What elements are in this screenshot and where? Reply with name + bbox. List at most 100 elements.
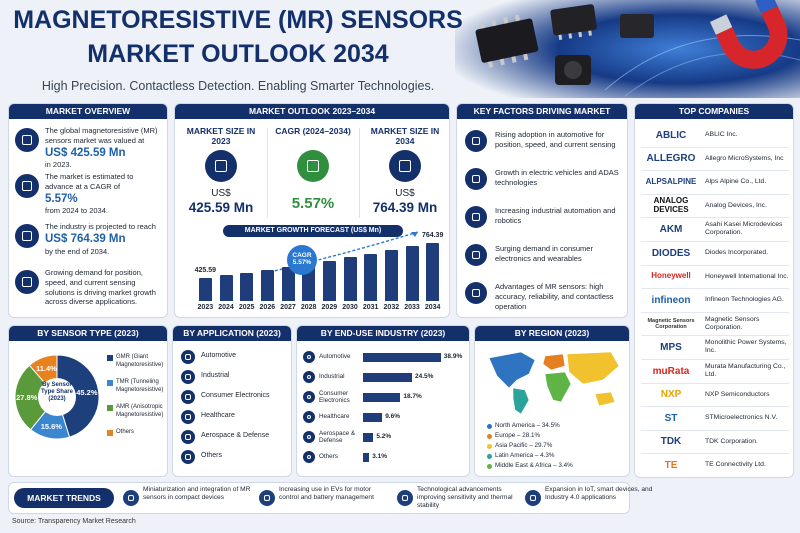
- bar: [363, 413, 383, 422]
- panel-title: KEY FACTORS DRIVING MARKET GROWTH: [457, 104, 627, 131]
- icon: [181, 430, 195, 444]
- company-name: ABLIC Inc.: [705, 130, 738, 138]
- x-tick-label: 2025: [238, 304, 255, 311]
- world-map: [488, 351, 620, 415]
- application-label: Consumer Electronics: [201, 392, 270, 399]
- stat-value: 425.59 Mn: [188, 200, 254, 215]
- bar: [384, 250, 398, 301]
- company-name: Murata Manufacturing Co., Ltd.: [705, 362, 786, 378]
- market-outlook: MARKET OUTLOOK 2023–2034 MARKET SIZE IN 2…: [174, 103, 450, 318]
- stat-currency: US$: [211, 188, 231, 199]
- arrow-head: [411, 232, 418, 237]
- company-logo: AKM: [659, 223, 683, 235]
- trends-title: MARKET TRENDS: [14, 488, 114, 508]
- x-tick-label: 2027: [280, 304, 296, 311]
- divider: [359, 128, 360, 218]
- bar: [281, 267, 295, 301]
- application-label: Others: [201, 452, 223, 459]
- map-region: [544, 371, 572, 403]
- company-logo: MPS: [660, 341, 682, 353]
- x-tick-label: 2030: [342, 304, 358, 311]
- icon: [303, 351, 315, 363]
- value-label: 38.9%: [443, 353, 463, 360]
- cagr-bubble: CAGR 5.57%: [287, 245, 317, 275]
- company-name: Analog Devices, Inc.: [705, 201, 767, 209]
- by-region: BY REGION (2023) North America – 34.5% Eur…: [474, 325, 630, 477]
- overview-text: Growing demand for position, speed, and …: [45, 268, 156, 307]
- icon: [303, 431, 315, 443]
- stat-value: 764.39 Mn: [372, 200, 438, 215]
- icon: [15, 270, 39, 294]
- market-trends: MARKET TRENDS Miniaturization and integra…: [8, 482, 652, 514]
- category-label: Others: [319, 453, 338, 461]
- application-label: Industrial: [201, 372, 230, 379]
- key-factors: KEY FACTORS DRIVING MARKET GROWTH Rising …: [456, 103, 628, 318]
- panel-title: MARKET OVERVIEW: [9, 104, 167, 119]
- overview-text: The global magnetoresistive (MR) sensors…: [45, 126, 158, 145]
- cagr-value: 5.57%: [292, 259, 312, 266]
- company-name: Monolithic Power Systems, Inc.: [705, 339, 787, 355]
- overview-suffix: in 2023.: [45, 160, 72, 170]
- icon: [15, 174, 39, 198]
- category-label: Automotive: [319, 353, 351, 361]
- x-tick-label: 2024: [218, 304, 234, 311]
- company-name: Magnetic Sensors Corporation.: [705, 315, 760, 331]
- icon: [181, 390, 195, 404]
- legend-dot: [487, 453, 492, 459]
- sensor-type: BY SENSOR TYPE (2023) 45.2% 15.6% 27.8% 11.4…: [8, 325, 168, 477]
- company-logo: NXP: [660, 389, 682, 401]
- overview-highlight: US$ 764.39 Mn: [45, 232, 126, 245]
- header-image: [455, 0, 800, 98]
- value-label: 18.7%: [403, 393, 422, 400]
- map-region: [566, 351, 620, 385]
- overview-highlight: 5.57%: [45, 192, 78, 205]
- company-logo: ABLIC: [655, 129, 687, 141]
- company-name: Honeywell International Inc.: [705, 272, 789, 280]
- company-logo: ALPSALPINE: [645, 176, 697, 186]
- value-label: 24.5%: [415, 373, 434, 380]
- company-name: Asahi Kasei Microdevices Corporation.: [705, 221, 783, 237]
- trend-text: Increasing use in EVs for motor control …: [279, 486, 374, 502]
- overview-item: The global magnetoresistive (MR) sensors…: [45, 126, 163, 170]
- icon: [259, 490, 275, 506]
- panel-title: BY APPLICATION (2023): [173, 326, 291, 341]
- overview-item: Growing demand for position, speed, and …: [45, 268, 163, 307]
- overview-highlight: US$ 425.59 Mn: [45, 146, 126, 159]
- bar: [363, 433, 374, 442]
- legend-label: TMR (Tunneling Magnetoresistive): [116, 379, 164, 393]
- divider: [641, 406, 789, 408]
- icon: [465, 168, 487, 190]
- divider: [267, 128, 268, 218]
- overview-item: The industry is projected to reach US$ 76…: [45, 222, 163, 256]
- top-companies: TOP COMPANIES ABLIC ABLIC Inc. ALLEGRO Alleg…: [634, 103, 794, 478]
- icon: [525, 490, 541, 506]
- application-label: Aerospace & Defense: [201, 432, 270, 439]
- stat-currency: US$: [395, 188, 415, 199]
- map-region: [512, 387, 530, 415]
- map-region: [594, 391, 616, 407]
- x-tick-label: 2033: [404, 304, 420, 311]
- factor-text: Surging demand in consumer electronics a…: [495, 244, 593, 263]
- overview-suffix: from 2024 to 2034.: [45, 206, 108, 216]
- value-label: 5.2%: [376, 433, 392, 440]
- trend-text: Technological advancements improving sen…: [417, 486, 513, 510]
- x-tick-label: 2034: [424, 304, 441, 311]
- legend-label: Europe – 28.1%: [495, 432, 541, 439]
- panel-title: MARKET OUTLOOK 2023–2034: [175, 104, 449, 119]
- bar: [322, 260, 336, 301]
- bar: [198, 277, 212, 301]
- company-logo: muRata: [652, 365, 690, 377]
- legend-label: Others: [116, 429, 135, 435]
- bar: [363, 373, 412, 382]
- legend-swatch: [107, 380, 113, 386]
- pie-hole: [38, 378, 76, 416]
- factor-text: Rising adoption in automotive for positi…: [495, 130, 616, 149]
- company-logo: TDK: [660, 436, 682, 448]
- factor-text: Increasing industrial automation and rob…: [495, 206, 616, 225]
- icon: [123, 490, 139, 506]
- by-application: BY APPLICATION (2023) Automotive Industria…: [172, 325, 292, 477]
- legend-label: Middle East & Africa – 3.4%: [495, 462, 573, 469]
- slice-label: 15.6%: [41, 422, 63, 431]
- company-name: Alps Alpine Co., Ltd.: [705, 178, 767, 186]
